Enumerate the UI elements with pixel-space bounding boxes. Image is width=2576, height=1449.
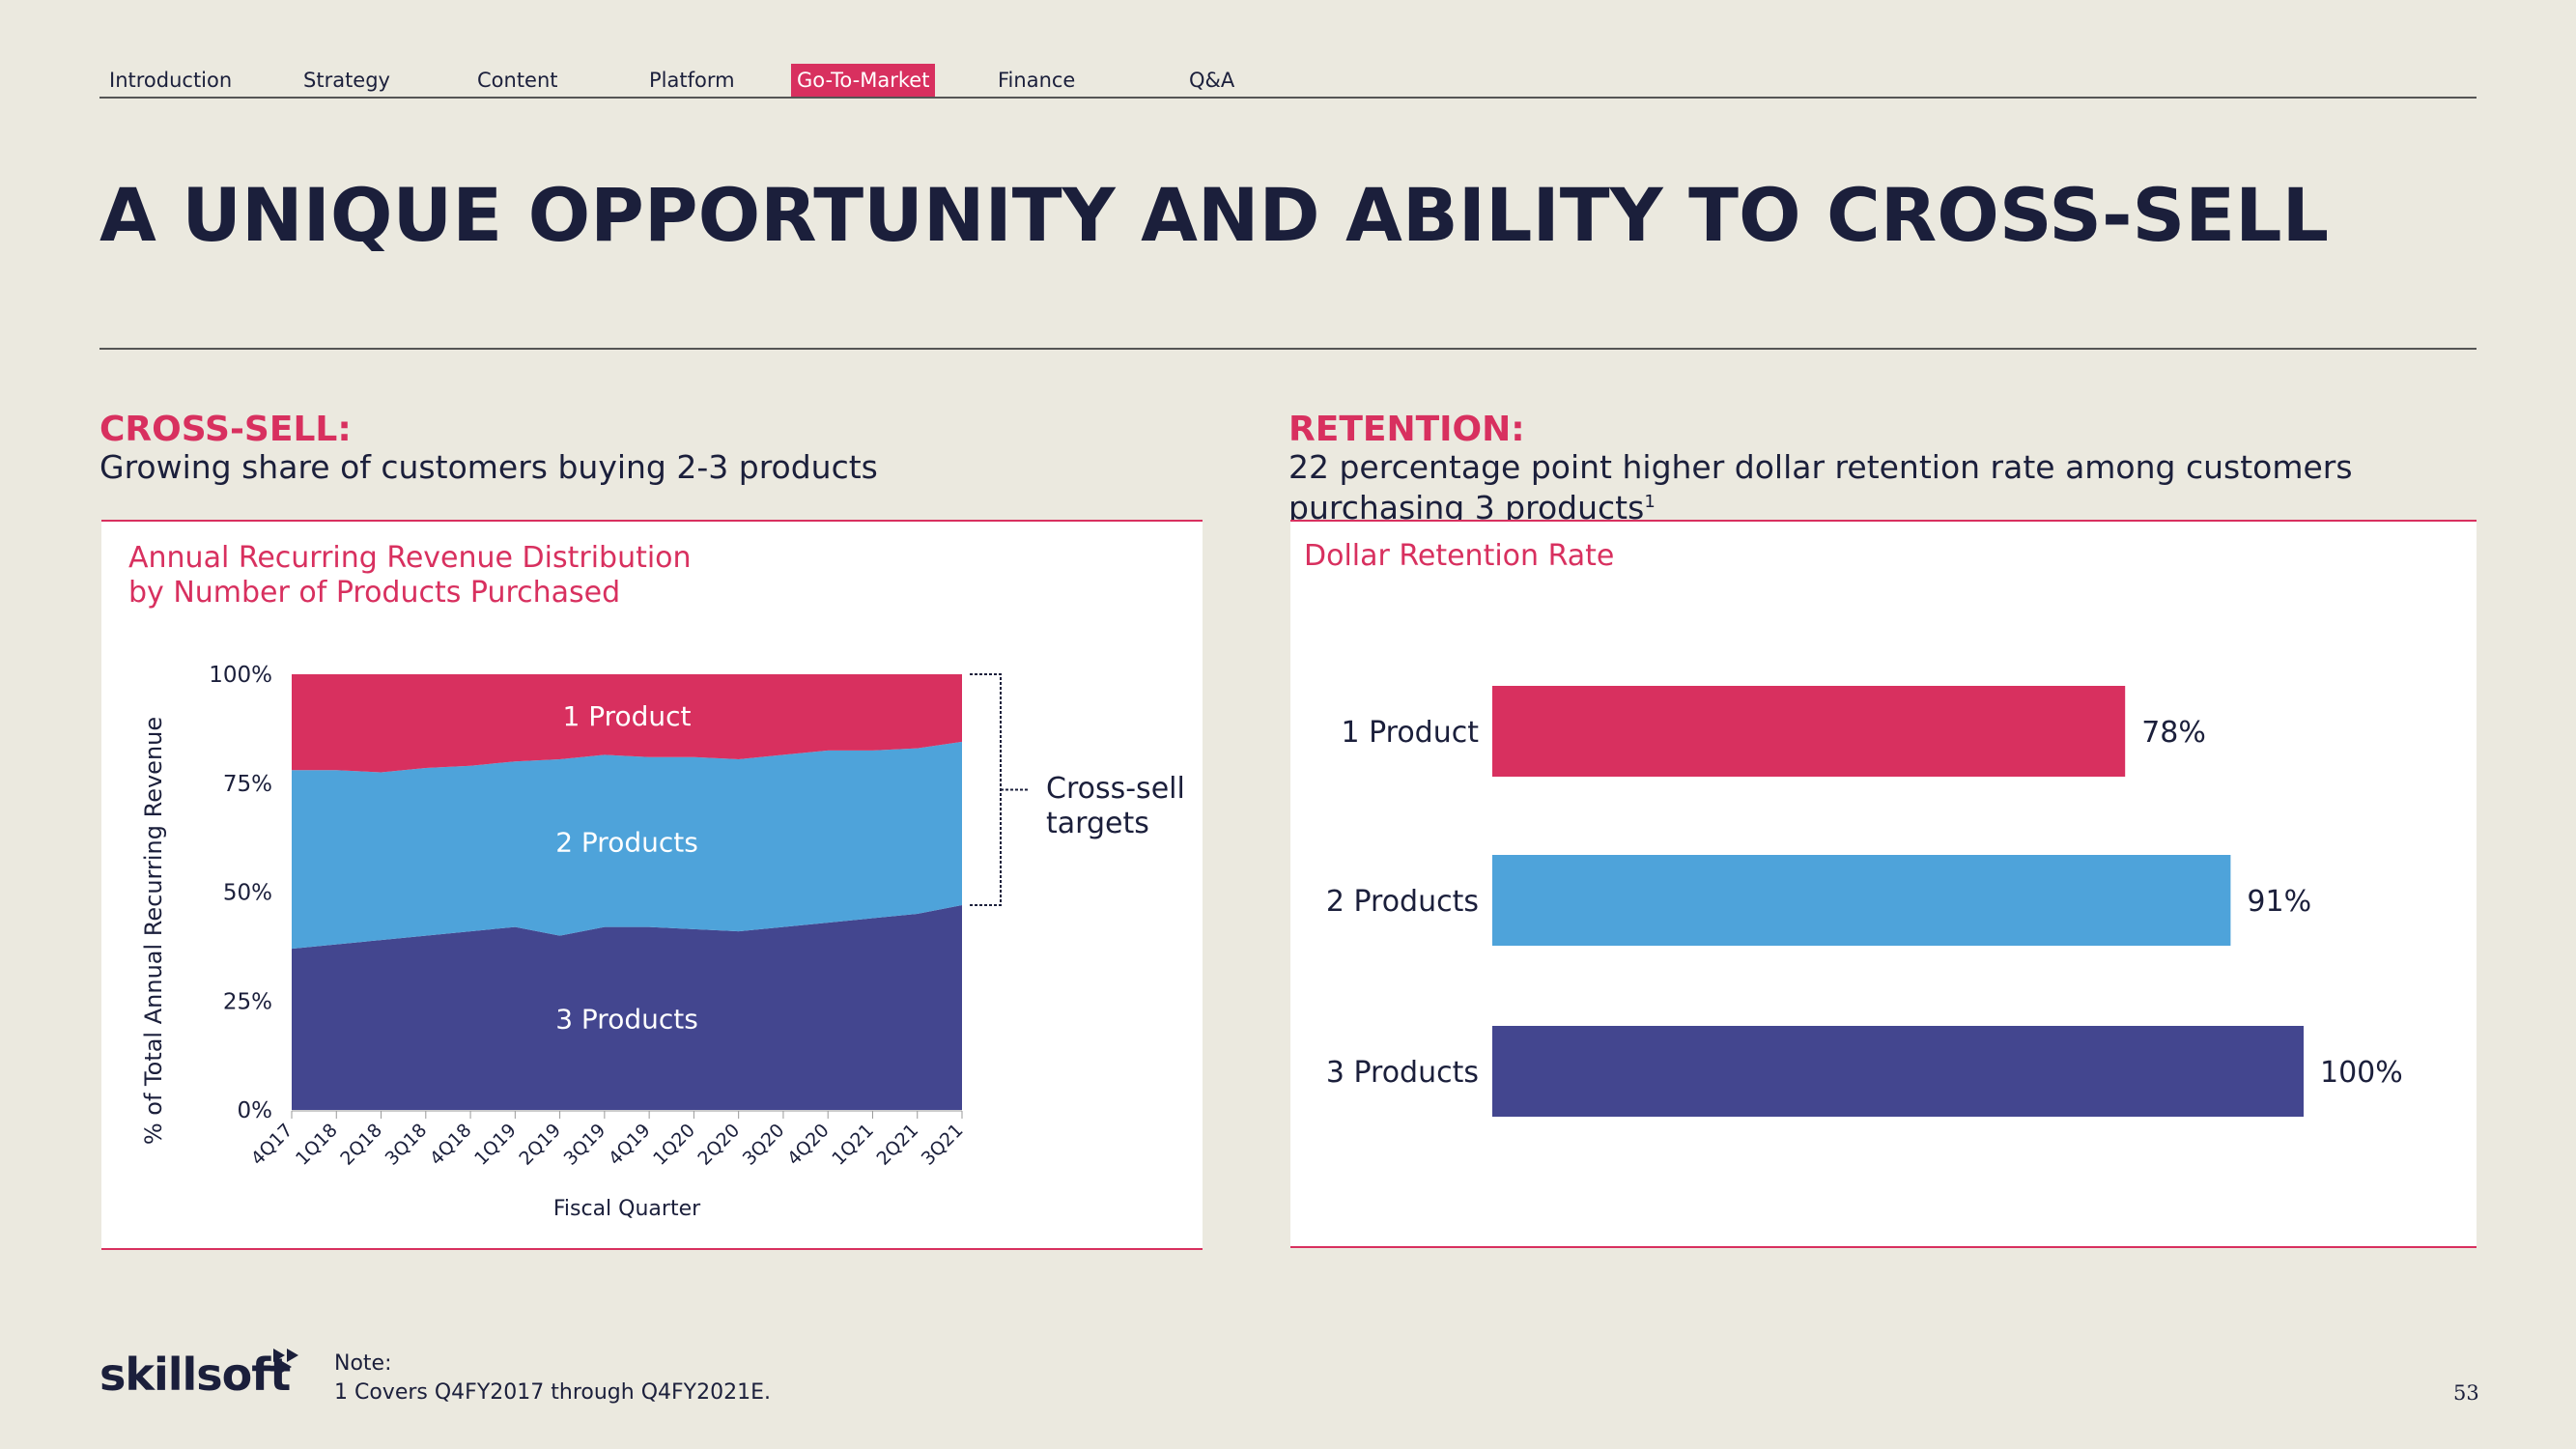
x-tick-label: 2Q20 (694, 1120, 744, 1170)
x-tick-label: 2Q19 (515, 1120, 565, 1170)
bracket-line (970, 673, 1002, 907)
nav-finance[interactable]: Finance (998, 69, 1076, 92)
y-tick-label: 0% (238, 1098, 273, 1123)
retention-subheading-line2-text: purchasing 3 products (1288, 489, 1645, 526)
retention-subheading-line2: purchasing 3 products1 (1288, 485, 2353, 526)
bar-category-label: 1 Product (1341, 716, 1479, 750)
area-layers (292, 674, 962, 1110)
nav-go-to-market[interactable]: Go-To-Market (791, 64, 936, 97)
y-axis-ticks: 0% 25% 50% 75% 100% (209, 663, 272, 1123)
x-tick-label: 4Q17 (247, 1120, 297, 1170)
x-tick-label: 3Q21 (918, 1120, 968, 1170)
bar-group: 1 Product 78% 2 Products 91% 3 Products 100% (1326, 686, 2403, 1117)
retention-bar-chart: 1 Product 78% 2 Products 91% 3 Products 100% (1326, 686, 2403, 1117)
area-series-1-product (292, 674, 962, 773)
x-tick-label: 4Q18 (426, 1120, 476, 1170)
cross-sell-bracket: Cross-sell targets (970, 673, 1185, 907)
bar-value-label: 100% (2320, 1056, 2403, 1090)
x-tick-label: 1Q19 (470, 1120, 521, 1170)
series-label-3-products: 3 Products (555, 1003, 698, 1035)
top-nav: Introduction Strategy Content Platform G… (99, 60, 2477, 99)
bracket-label-line2: targets (1046, 807, 1149, 840)
retention-subheading: 22 percentage point higher dollar retent… (1288, 450, 2353, 526)
x-tick-label: 4Q20 (783, 1120, 834, 1170)
bracket-label-line1: Cross-sell (1046, 772, 1185, 806)
bar-1-product (1492, 686, 2126, 777)
skillsoft-logo: skillsoft (99, 1349, 298, 1401)
logo-arrow-icon (273, 1349, 298, 1374)
logo-wordmark: skillsoft (99, 1349, 291, 1401)
x-tick-label: 1Q20 (649, 1120, 699, 1170)
bar-2-products (1492, 855, 2231, 946)
y-axis-title: % of Total Annual Recurring Revenue (140, 717, 167, 1145)
series-label-2-products: 2 Products (555, 827, 698, 859)
y-tick-label: 25% (223, 989, 272, 1014)
nav-content[interactable]: Content (477, 69, 558, 92)
cross-sell-subheading: Growing share of customers buying 2-3 pr… (99, 448, 878, 486)
bar-value-label: 78% (2141, 716, 2206, 750)
arr-chart-title-line2: by Number of Products Purchased (128, 576, 621, 610)
retention-chart-title: Dollar Retention Rate (1304, 539, 1615, 573)
footnote-marker: 1 (1644, 492, 1656, 512)
nav-strategy[interactable]: Strategy (303, 69, 390, 92)
x-tick-label: 2Q21 (872, 1120, 922, 1170)
x-tick-label: 2Q18 (336, 1120, 386, 1170)
cross-sell-heading: CROSS-SELL: (99, 410, 352, 449)
x-tick-label: 3Q20 (739, 1120, 789, 1170)
x-tick-label: 3Q19 (560, 1120, 610, 1170)
bar-category-label: 2 Products (1326, 885, 1479, 919)
x-tick-label: 3Q18 (382, 1120, 432, 1170)
nav-introduction[interactable]: Introduction (109, 69, 233, 92)
x-tick-label: 1Q18 (292, 1120, 342, 1170)
retention-subheading-line1: 22 percentage point higher dollar retent… (1288, 448, 2353, 486)
nav-qa[interactable]: Q&A (1189, 69, 1235, 92)
x-tick-label: 4Q19 (605, 1120, 655, 1170)
arr-area-chart: 0% 25% 50% 75% 100% 4Q171Q182Q183Q184Q181Q19… (140, 663, 1185, 1221)
page-number: 53 (2453, 1381, 2479, 1405)
page-title: A UNIQUE OPPORTUNITY AND ABILITY TO CROS… (99, 172, 2330, 258)
area-series-3-products (292, 905, 962, 1110)
area-series-2-products (292, 741, 962, 950)
note-label: Note: (334, 1351, 392, 1376)
retention-heading: RETENTION: (1288, 410, 1525, 449)
arr-chart-title: Annual Recurring Revenue Distribution by… (128, 541, 692, 611)
y-tick-label: 100% (209, 663, 272, 688)
arr-chart-panel: Annual Recurring Revenue Distribution by… (101, 520, 1203, 1250)
note-text: 1 Covers Q4FY2017 through Q4FY2021E. (334, 1380, 771, 1405)
arr-chart-title-line1: Annual Recurring Revenue Distribution (128, 541, 692, 575)
nav-platform[interactable]: Platform (649, 69, 735, 92)
retention-chart-panel: Dollar Retention Rate 1 Product 78% 2 Prod… (1290, 520, 2477, 1248)
x-tick-label: 1Q21 (828, 1120, 878, 1170)
title-divider (99, 348, 2477, 350)
series-label-1-product: 1 Product (562, 700, 691, 732)
bar-value-label: 91% (2247, 885, 2311, 919)
footer-note: Note: 1 Covers Q4FY2017 through Q4FY2021… (334, 1350, 771, 1407)
x-axis-ticks: 4Q171Q182Q183Q184Q181Q192Q193Q194Q191Q20… (247, 1110, 968, 1170)
bar-category-label: 3 Products (1326, 1056, 1479, 1090)
x-axis-title: Fiscal Quarter (553, 1197, 701, 1221)
y-tick-label: 75% (223, 772, 272, 797)
bar-3-products (1492, 1026, 2304, 1117)
y-tick-label: 50% (223, 881, 272, 906)
